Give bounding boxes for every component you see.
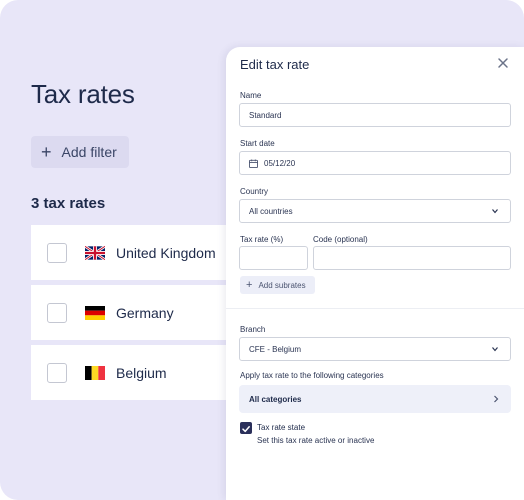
start-date-value: 05/12/20 <box>264 158 296 168</box>
country-select[interactable]: All countries <box>239 199 511 223</box>
belgium-flag-icon <box>85 365 105 380</box>
branch-value: CFE - Belgium <box>249 344 302 354</box>
start-date-field[interactable]: 05/12/20 <box>239 151 511 175</box>
start-date-label: Start date <box>240 139 275 148</box>
close-icon[interactable] <box>497 57 509 69</box>
row-checkbox[interactable] <box>47 302 67 323</box>
name-label: Name <box>240 91 262 100</box>
name-field[interactable]: Standard <box>239 103 511 127</box>
check-icon <box>242 426 250 433</box>
country-label: Country <box>240 187 269 196</box>
add-filter-button[interactable]: + Add filter <box>31 136 129 168</box>
plus-icon: + <box>246 278 253 291</box>
categories-value: All categories <box>249 394 302 404</box>
chevron-down-icon <box>492 347 498 352</box>
chevron-down-icon <box>492 209 498 214</box>
page-title: Tax rates <box>31 79 135 109</box>
uk-flag-icon <box>85 245 105 260</box>
code-input[interactable] <box>313 246 511 270</box>
code-label: Code (optional) <box>313 235 368 244</box>
row-checkbox[interactable] <box>47 242 67 263</box>
calendar-icon <box>249 158 258 168</box>
tax-rate-state-subtitle: Set this tax rate active or inactive <box>257 436 375 445</box>
germany-flag-icon <box>85 305 105 320</box>
add-filter-label: Add filter <box>61 144 117 160</box>
country-value: All countries <box>249 206 293 216</box>
table-row-belgium[interactable]: Belgium <box>31 345 231 400</box>
plus-icon: + <box>41 142 52 162</box>
row-checkbox[interactable] <box>47 362 67 383</box>
categories-selector[interactable]: All categories <box>239 385 511 413</box>
tax-rate-state-checkbox[interactable] <box>240 422 252 434</box>
panel-title: Edit tax rate <box>240 57 310 72</box>
add-subrates-label: Add subrates <box>258 280 306 290</box>
row-label: Germany <box>116 304 174 321</box>
name-value: Standard <box>249 110 282 120</box>
branch-label: Branch <box>240 325 266 334</box>
chevron-right-icon <box>494 395 499 403</box>
tax-rate-input[interactable] <box>239 246 308 270</box>
row-label: Belgium <box>116 364 167 381</box>
table-row-germany[interactable]: Germany <box>31 285 231 340</box>
add-subrates-button[interactable]: + Add subrates <box>240 276 315 294</box>
tax-rate-state-title: Tax rate state <box>257 423 306 432</box>
branch-select[interactable]: CFE - Belgium <box>239 337 511 361</box>
tax-rate-count: 3 tax rates <box>31 195 106 212</box>
categories-label: Apply tax rate to the following categori… <box>240 371 384 380</box>
section-divider <box>226 308 524 309</box>
row-label: United Kingdom <box>116 244 216 261</box>
table-row-united-kingdom[interactable]: United Kingdom <box>31 225 231 280</box>
tax-rate-label: Tax rate (%) <box>240 235 284 244</box>
